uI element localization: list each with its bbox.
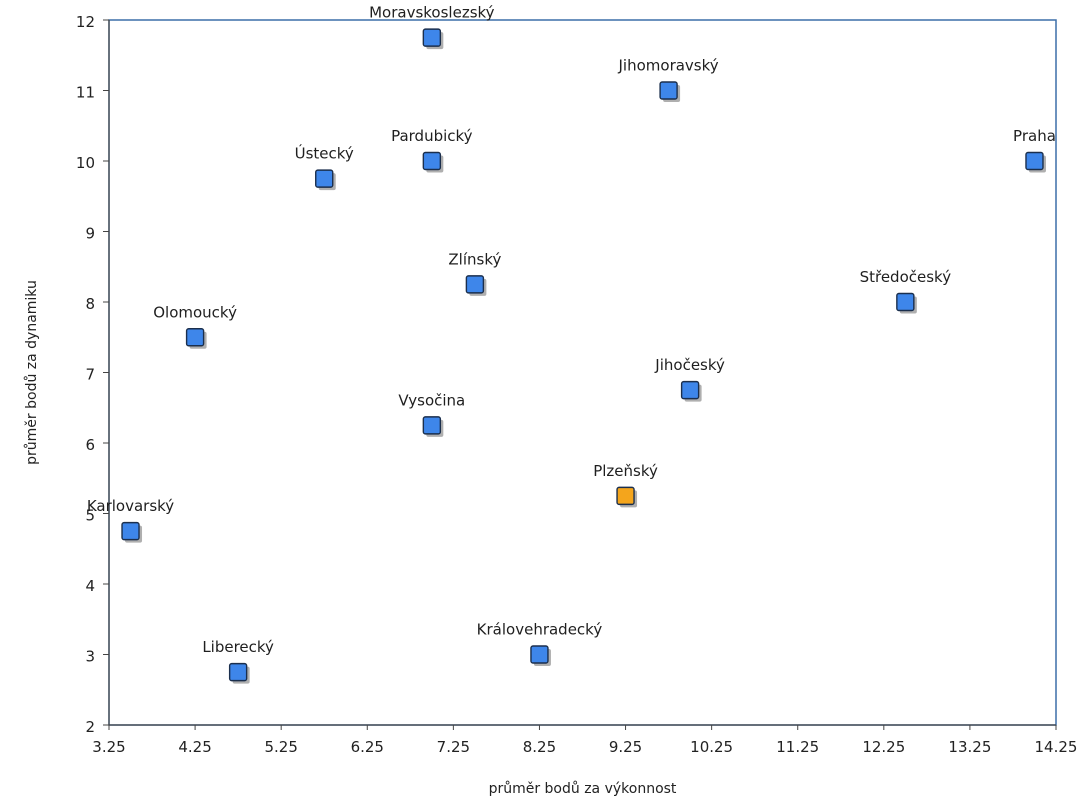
y-tick-label: 11 <box>76 84 95 102</box>
x-axis-title: průměr bodů za výkonnost <box>489 781 677 797</box>
x-tick-label: 10.25 <box>690 738 733 756</box>
data-point-label: Zlínský <box>448 250 501 268</box>
y-tick-label: 9 <box>85 225 95 243</box>
data-point <box>896 292 915 312</box>
label-layer: Moravskoslezský Jihomoravský Praha Ústecký P… <box>87 4 1056 657</box>
y-tick-label: 12 <box>76 13 95 31</box>
data-point <box>680 380 700 400</box>
data-point-label: Karlovarský <box>87 497 174 515</box>
data-point-label: Jihomoravský <box>618 57 719 75</box>
x-tick-label: 14.25 <box>1035 738 1078 756</box>
axis-layer <box>103 19 1057 730</box>
y-tick-label: 3 <box>85 648 95 666</box>
x-tick-label: 9.25 <box>609 738 642 756</box>
data-point-label: Ústecký <box>295 144 354 163</box>
data-point <box>616 486 635 506</box>
data-point <box>228 662 248 682</box>
x-tick-label: 4.25 <box>178 738 211 756</box>
x-tick-label: 8.25 <box>523 738 556 756</box>
data-point <box>465 275 485 294</box>
y-tick-label: 8 <box>85 295 95 313</box>
x-tick-label: 3.25 <box>92 738 125 756</box>
data-point <box>530 645 549 664</box>
tick-label-layer: 3.25 4.25 5.25 6.25 7.25 8.25 9.25 10.25 11.25 12… <box>76 13 1078 756</box>
data-point-label: Moravskoslezský <box>369 4 495 22</box>
x-tick-label: 5.25 <box>264 738 297 756</box>
y-tick-label: 2 <box>85 718 95 736</box>
x-tick-label: 7.25 <box>437 738 470 756</box>
x-tick-label: 13.25 <box>948 738 991 756</box>
data-point-label: Jihočeský <box>654 356 725 374</box>
y-tick-label: 5 <box>85 507 95 525</box>
data-point-label: Liberecký <box>202 638 274 656</box>
data-point-label: Královehradecký <box>477 621 603 639</box>
data-point <box>121 521 140 541</box>
data-point <box>422 416 442 435</box>
y-tick-label: 4 <box>85 577 95 595</box>
data-point <box>422 151 442 171</box>
y-tick-label: 10 <box>76 154 95 172</box>
data-point-label: Vysočina <box>398 391 465 409</box>
data-point <box>315 169 334 188</box>
plot-frame <box>108 19 1057 726</box>
data-point <box>185 328 205 347</box>
data-point-label: Praha <box>1013 127 1056 145</box>
x-tick-label: 6.25 <box>351 738 384 756</box>
y-tick-label: 6 <box>85 436 95 454</box>
data-point <box>422 28 442 47</box>
data-point-label: Olomoucký <box>153 303 237 321</box>
y-axis-title: průměr bodů za dynamiku <box>24 280 40 465</box>
y-tick-label: 7 <box>85 366 95 384</box>
data-point-label: Středočeský <box>860 268 952 286</box>
data-point <box>1025 151 1044 171</box>
data-point-label: Pardubický <box>391 127 473 145</box>
point-layer <box>121 28 1046 684</box>
data-point-label: Plzeňský <box>593 462 658 480</box>
x-tick-label: 11.25 <box>776 738 819 756</box>
x-tick-label: 12.25 <box>862 738 905 756</box>
data-point <box>659 81 678 100</box>
